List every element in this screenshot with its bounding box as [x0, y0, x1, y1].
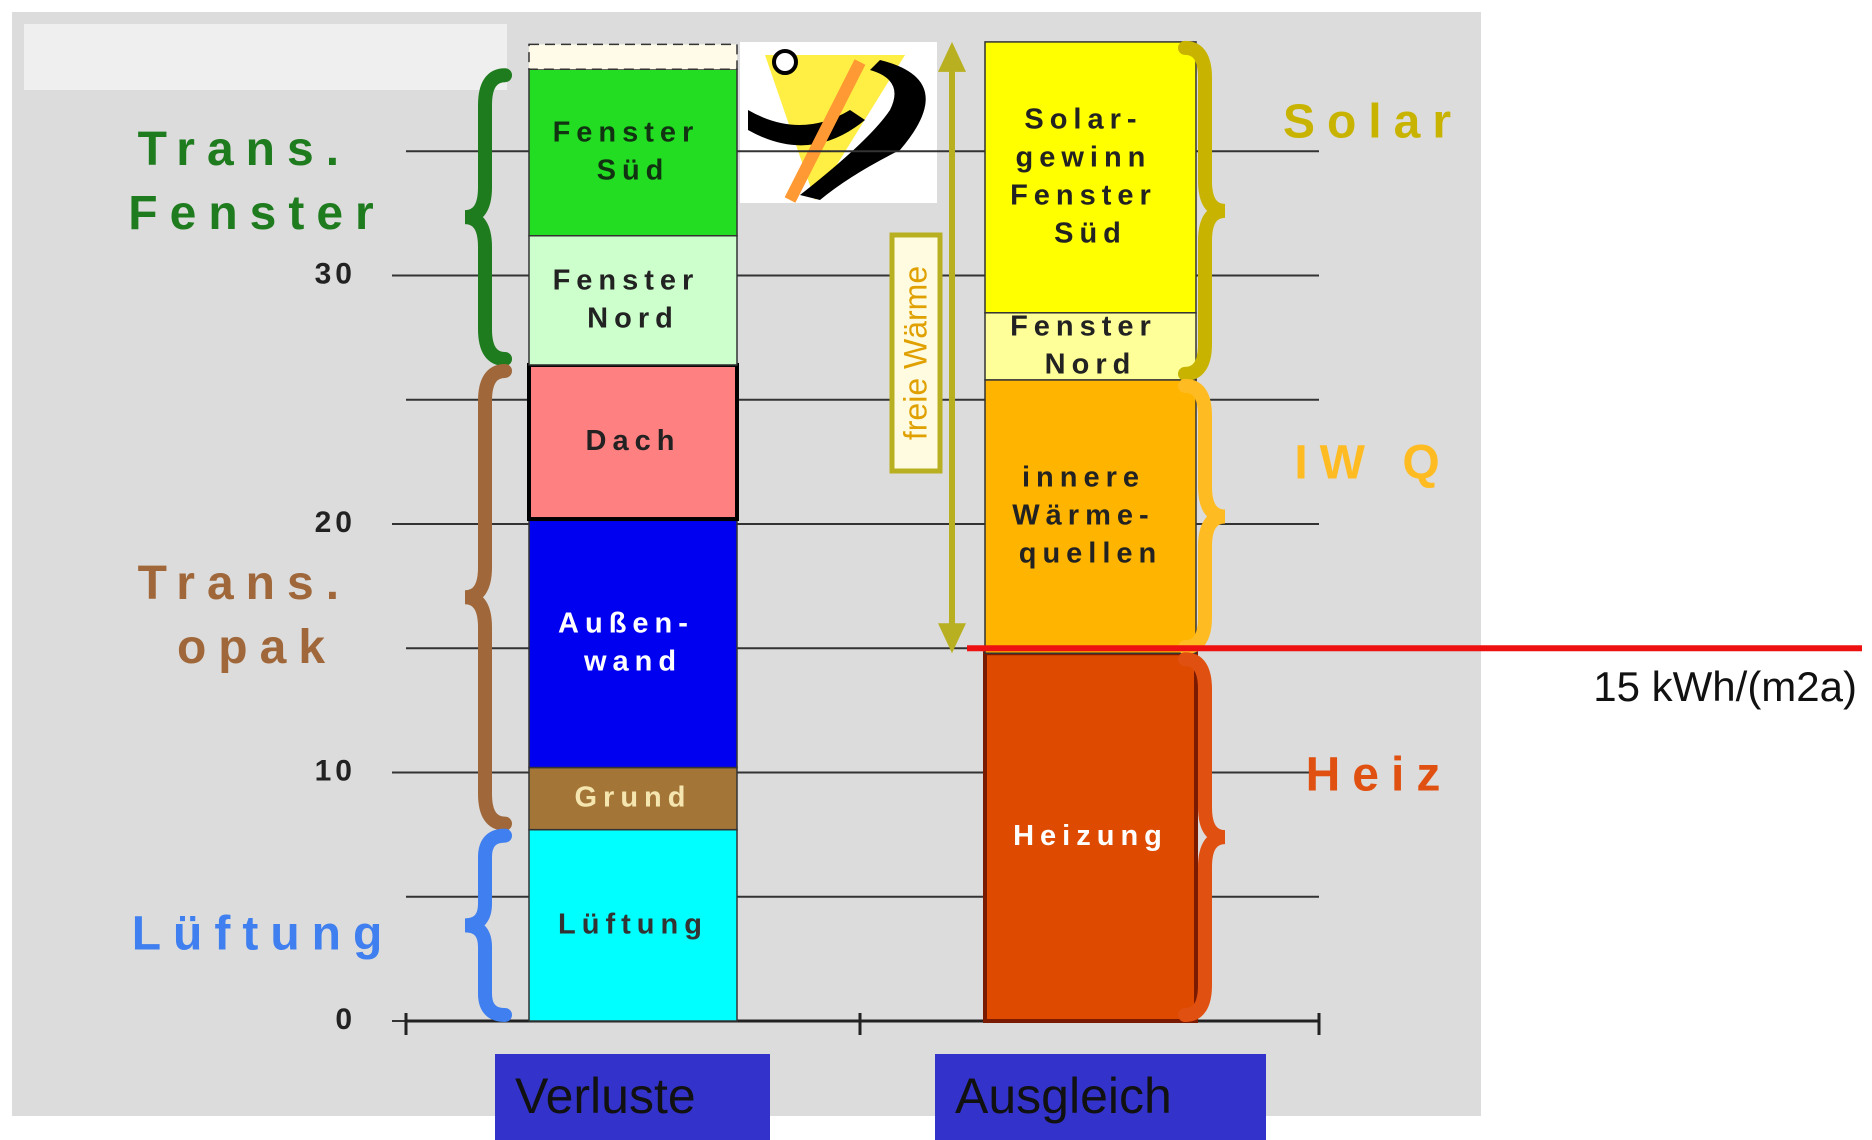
bar-segment	[528, 828, 738, 1022]
logo-stroke	[784, 59, 866, 203]
arrow-label: freie Wärme	[897, 266, 933, 440]
segment-label: Solar- gewinn Fenster Süd	[1010, 103, 1171, 249]
brace	[464, 68, 512, 366]
segment-label: Fenster Nord	[553, 264, 714, 334]
brace	[464, 363, 512, 831]
bar-segment	[528, 43, 738, 70]
bar-segment	[984, 379, 1197, 654]
annotation: Solar	[1283, 96, 1463, 149]
segment-label: Fenster Süd	[553, 116, 714, 186]
annotation: Heiz	[1306, 749, 1453, 802]
logo	[740, 42, 937, 203]
y-tick-label: 20	[315, 506, 356, 539]
annotation: Lüftung	[132, 908, 395, 961]
brace	[1178, 378, 1226, 655]
segment-label: innere Wärme- quellen	[1012, 461, 1168, 569]
bar-segment	[528, 518, 738, 769]
brace	[1178, 652, 1226, 1022]
bar-segment	[528, 68, 738, 237]
logo-shape	[800, 60, 926, 200]
bar-segment	[527, 362, 739, 522]
y-tick-label: 0	[335, 1003, 356, 1036]
arrow-head	[938, 41, 966, 72]
brace	[464, 828, 512, 1022]
annotation: Trans. Fenster	[128, 123, 385, 240]
segment-label: Fenster Nord	[1010, 310, 1171, 380]
bar-segment	[984, 41, 1197, 314]
segment-label: Außen- wand	[558, 607, 708, 677]
category-box	[495, 1054, 770, 1140]
x-tick-label: Verluste	[515, 1068, 696, 1124]
brace	[1178, 40, 1226, 381]
bar-segment	[983, 651, 1198, 1023]
logo-dot	[772, 49, 798, 75]
bar-segment	[984, 312, 1197, 381]
y-tick-label: 10	[315, 754, 356, 787]
top-box	[24, 24, 507, 90]
category-box	[935, 1054, 1266, 1140]
bar-segment	[528, 766, 738, 831]
segment-label: Dach	[586, 425, 681, 457]
segment-label: Heizung	[1013, 820, 1168, 852]
x-tick-label: Ausgleich	[955, 1068, 1172, 1124]
bar-segment	[528, 234, 738, 366]
arrow-label-box	[889, 232, 943, 474]
annotation: IW Q	[1294, 437, 1451, 490]
arrow-head	[938, 623, 966, 654]
segment-label: Grund	[575, 781, 692, 813]
annotation: Trans. opak	[138, 557, 377, 674]
segment-label: Lüftung	[558, 908, 708, 940]
reference-label: 15 kWh/(m2a)	[1593, 663, 1857, 710]
y-tick-label: 30	[315, 257, 356, 290]
